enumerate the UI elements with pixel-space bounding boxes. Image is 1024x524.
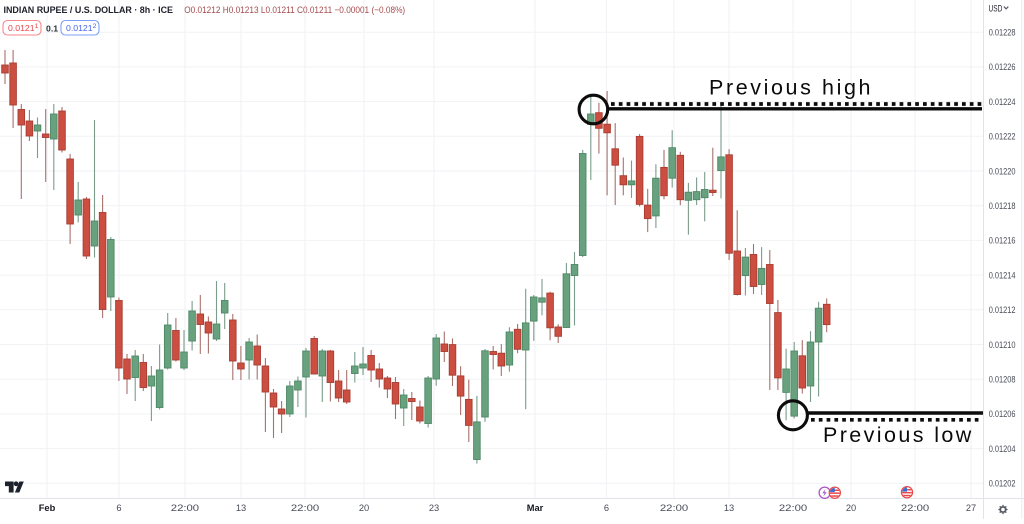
svg-text:27: 27 (966, 503, 976, 513)
svg-text:22:00: 22:00 (901, 503, 929, 513)
svg-text:0.01206: 0.01206 (989, 409, 1016, 419)
svg-text:0.01218: 0.01218 (989, 201, 1016, 211)
svg-text:22:00: 22:00 (291, 503, 319, 513)
svg-text:Mar: Mar (527, 503, 544, 513)
svg-text:Previous high: Previous high (709, 75, 873, 99)
svg-text:0.01212: 0.01212 (989, 305, 1016, 315)
svg-text:13: 13 (236, 503, 246, 513)
svg-text:INDIAN RUPEE / U.S. DOLLAR · 8: INDIAN RUPEE / U.S. DOLLAR · 8h · ICE (4, 5, 174, 15)
svg-text:0.01214: 0.01214 (989, 270, 1016, 280)
svg-text:22:00: 22:00 (171, 503, 199, 513)
svg-text:USD: USD (989, 3, 1003, 13)
svg-text:20: 20 (359, 503, 369, 513)
svg-text:0.01226: 0.01226 (989, 62, 1016, 72)
svg-text:0.01208: 0.01208 (989, 375, 1016, 385)
svg-text:0.01210: 0.01210 (989, 340, 1016, 350)
svg-text:6: 6 (116, 503, 121, 513)
svg-text:0.01211: 0.01211 (8, 23, 39, 33)
svg-text:Feb: Feb (39, 503, 56, 513)
svg-text:0.01224: 0.01224 (989, 97, 1016, 107)
svg-text:23: 23 (429, 503, 439, 513)
svg-text:22:00: 22:00 (779, 503, 807, 513)
svg-text:13: 13 (724, 503, 734, 513)
svg-text:0.01216: 0.01216 (989, 236, 1016, 246)
svg-text:0.01222: 0.01222 (989, 132, 1016, 142)
svg-text:0.01212: 0.01212 (66, 23, 97, 33)
svg-text:0.01228: 0.01228 (989, 28, 1016, 38)
svg-text:0.01204: 0.01204 (989, 444, 1016, 454)
svg-text:O0.01212 H0.01213 L0.01211 C0.: O0.01212 H0.01213 L0.01211 C0.01211 −0.0… (184, 5, 405, 15)
svg-text:0.01202: 0.01202 (989, 479, 1016, 489)
svg-text:Previous low: Previous low (823, 423, 974, 447)
svg-text:22:00: 22:00 (660, 503, 688, 513)
svg-text:6: 6 (604, 503, 609, 513)
svg-text:0.01220: 0.01220 (989, 166, 1016, 176)
svg-text:20: 20 (846, 503, 856, 513)
svg-text:0.1: 0.1 (46, 24, 58, 34)
